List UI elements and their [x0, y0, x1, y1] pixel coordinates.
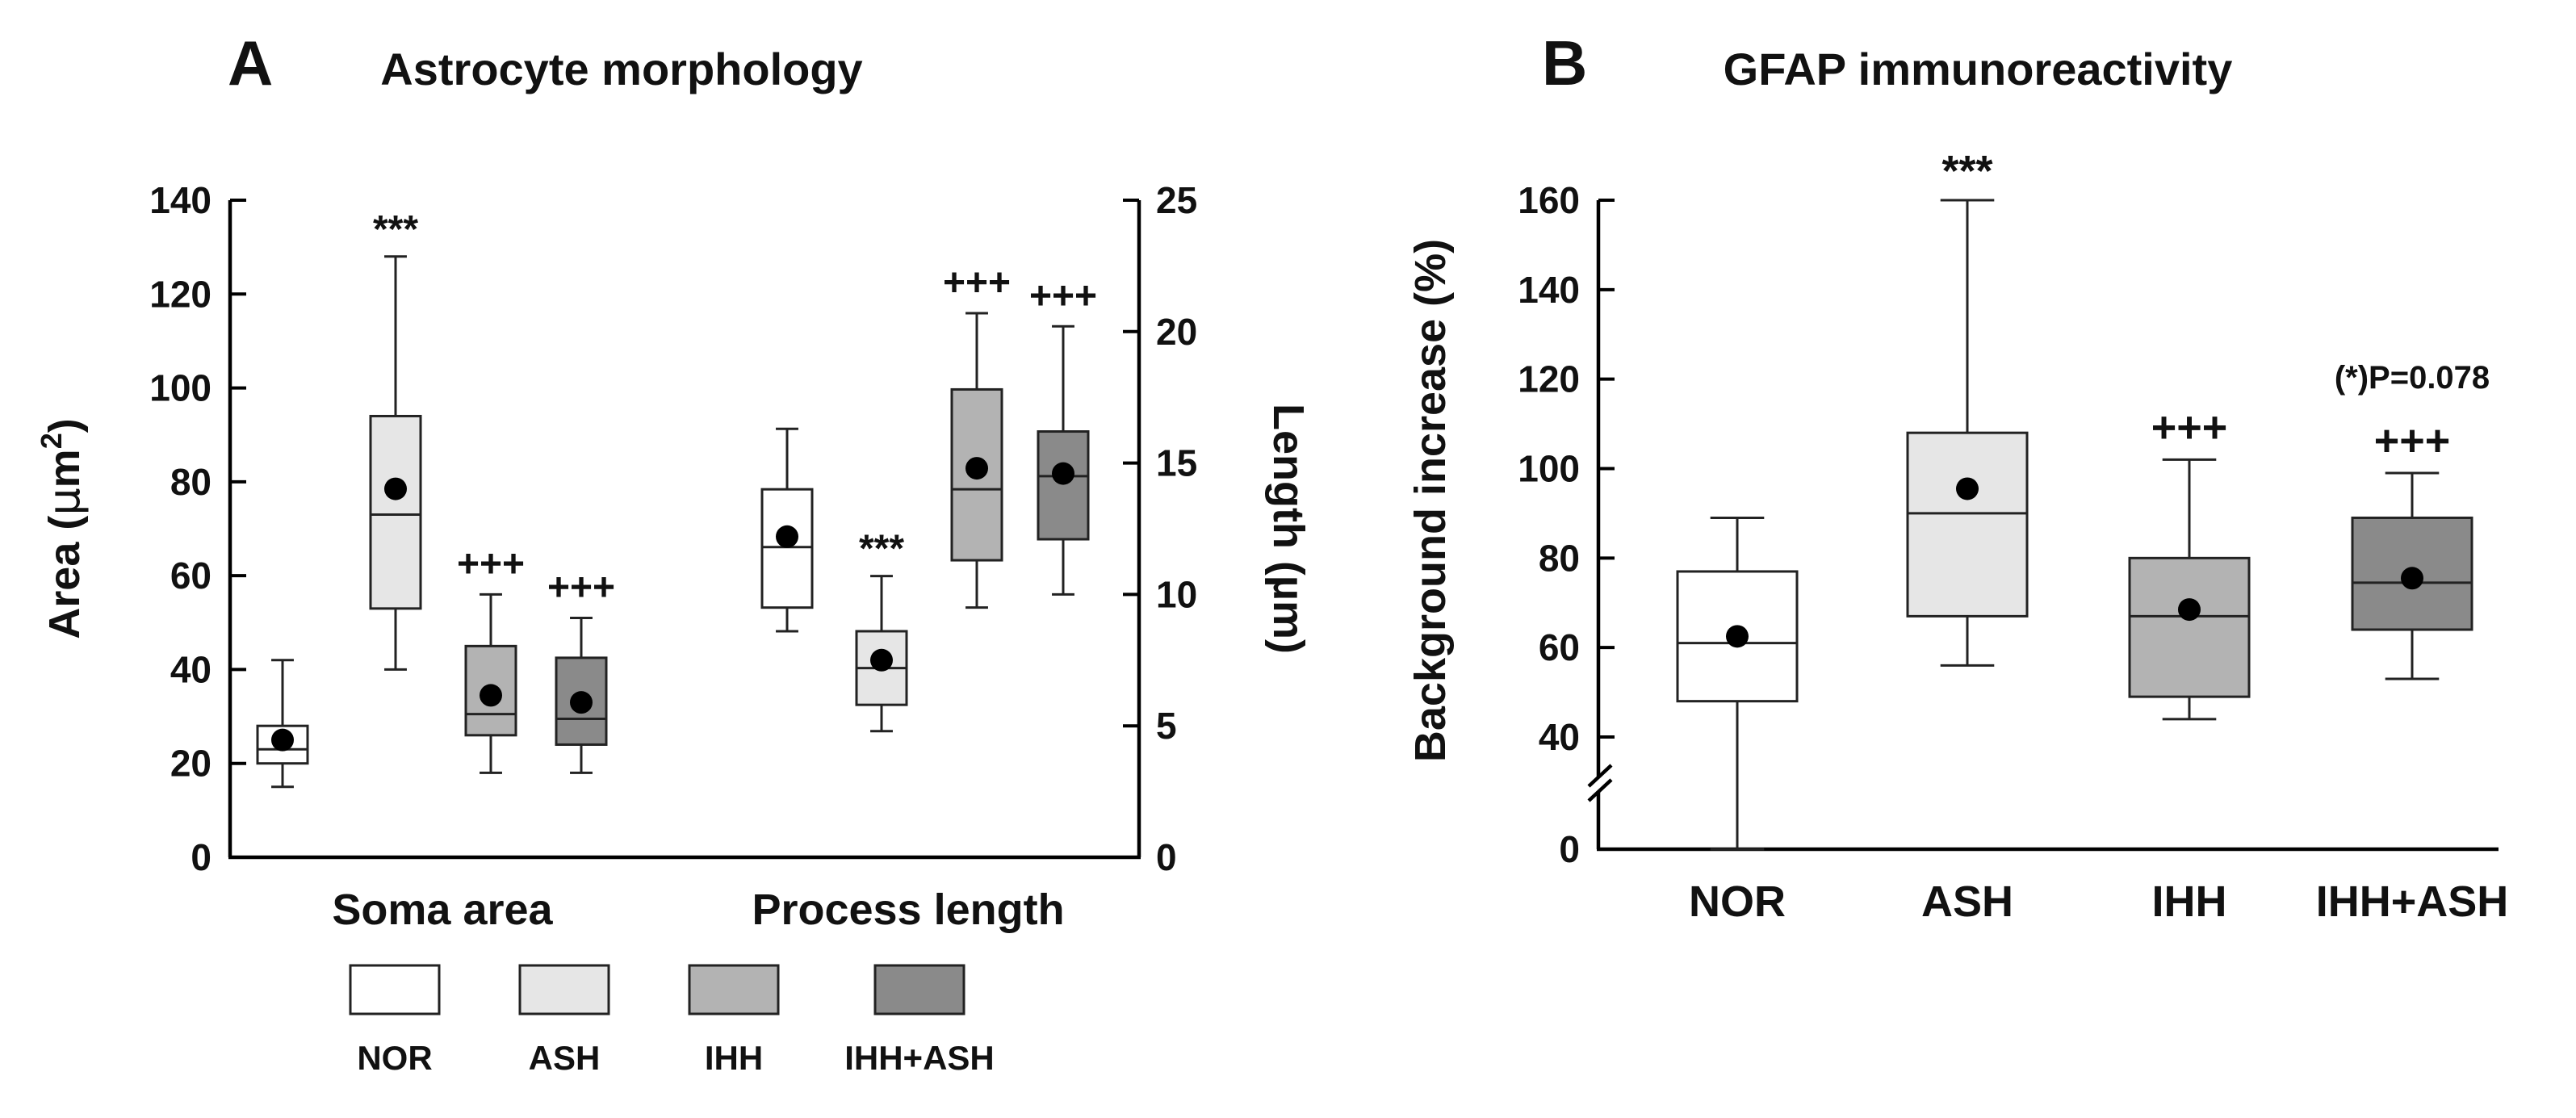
panel-b-tick-label: 100 — [1518, 448, 1580, 490]
panel-a-y2label: Length (µm) — [1264, 404, 1313, 654]
panel-a-left-tick-label: 120 — [149, 273, 212, 315]
panel-b-x-label-ihh: IHH — [2152, 877, 2227, 926]
panel-b-x-label-nor: NOR — [1689, 877, 1786, 926]
panel-a-somaarea-nor-iqr — [256, 724, 309, 765]
legend-swatch-ihh — [688, 964, 780, 1015]
group-label-process-length: Process length — [752, 886, 1064, 934]
panel-a-somaarea-ash-iqr — [369, 414, 422, 610]
legend-label-ash: ASH — [529, 1039, 601, 1077]
panel-a-left-tick-label: 40 — [170, 648, 212, 690]
panel-b-tick-label: 60 — [1539, 626, 1580, 668]
panel-b-tick-label: 40 — [1539, 716, 1580, 758]
legend-swatch-nor — [349, 964, 441, 1015]
panel-a-processlength-ash-mean-point — [870, 648, 893, 672]
panel-b-tick-label: 120 — [1518, 358, 1580, 400]
panel-a-left-tick-label: 140 — [149, 179, 212, 221]
panel-a-somaarea-ihh-significance: +++ — [457, 542, 525, 585]
panel-a-somaarea-ash-significance: *** — [373, 208, 418, 251]
panel-a-somaarea-ihh-ash-box: +++ — [547, 566, 615, 774]
legend-label-ihh: IHH — [705, 1039, 763, 1077]
panel-a-ylabel-end: ) — [40, 418, 89, 433]
panel-b: B GFAP immunoreactivity 0 40 60 80 100 120 140… — [1406, 27, 2508, 926]
panel-a-right-tick-label: 15 — [1156, 442, 1197, 484]
panel-a-right-tick-label: 0 — [1156, 836, 1177, 878]
panel-b-ash-mean-point — [1956, 477, 1979, 500]
panel-a-somaarea-ihh-ash-mean-point — [570, 691, 593, 714]
panel-b-tick-label: 160 — [1518, 179, 1580, 221]
panel-b-ihh-ash-p-value-note: (*)P=0.078 — [2335, 360, 2490, 396]
panel-a-somaarea-nor-mean-point — [271, 728, 294, 752]
panel-b-nor-mean-point — [1726, 625, 1749, 648]
panel-a-left-tick-label: 0 — [191, 836, 212, 878]
panel-b-tick-label: 140 — [1518, 269, 1580, 311]
panel-a-processlength-ihh-ash-mean-point — [1052, 462, 1074, 485]
panel-a: A Astrocyte morphology 02040608010012014… — [35, 27, 1313, 1077]
panel-a-somaarea-ash-box: *** — [369, 208, 422, 671]
panel-b-axis-break-mark-1 — [1587, 764, 1613, 788]
panel-a-ylabel: Area (µm2) — [35, 418, 90, 639]
panel-a-processlength-ihh-box: +++ — [943, 262, 1011, 609]
panel-b-ihh-box: +++ — [2128, 403, 2251, 721]
panel-a-somaarea-ash-mean-point — [384, 477, 407, 500]
legend-swatch-ash — [518, 964, 610, 1015]
panel-a-processlength-ash-significance: *** — [859, 528, 904, 571]
panel-b-ihh-ash-mean-point — [2401, 567, 2423, 590]
panel-a-somaarea-nor-box — [256, 659, 309, 789]
panel-a-ylabel-m: m — [40, 449, 89, 488]
panel-b-ihh-significance: +++ — [2151, 403, 2228, 451]
panel-a-processlength-nor-mean-point — [776, 525, 798, 548]
panel-a-right-tick-label: 10 — [1156, 573, 1197, 615]
panel-b-ylabel: Background increase (%) — [1406, 239, 1455, 762]
panel-a-processlength-ihh-ash-significance: +++ — [1029, 274, 1097, 317]
panel-b-x-label-ihh-ash: IHH+ASH — [2316, 877, 2509, 926]
panel-a-title: Astrocyte morphology — [380, 44, 862, 94]
panel-a-somaarea-ihh-mean-point — [480, 684, 502, 707]
group-label-soma-area: Soma area — [332, 886, 553, 934]
panel-a-ylabel-mu: µ — [39, 488, 90, 515]
panel-a-somaarea-ihh-ash-significance: +++ — [547, 566, 615, 609]
panel-a-ylabel-start: Area ( — [40, 516, 89, 639]
panel-a-processlength-ihh-mean-point — [965, 457, 988, 480]
panel-b-axis-break-mark-2 — [1587, 778, 1613, 802]
panel-a-processlength-nor-box — [760, 427, 814, 633]
panel-a-right-tick-label: 5 — [1156, 705, 1177, 747]
panel-a-left-tick-label: 60 — [170, 555, 212, 597]
panel-b-ihh-mean-point — [2178, 598, 2201, 622]
legend-label-ihh-ash: IHH+ASH — [844, 1039, 995, 1077]
panel-a-processlength-nor-iqr — [760, 488, 814, 609]
panel-b-ihh-iqr — [2128, 556, 2251, 698]
panel-a-left-tick-label: 100 — [149, 367, 212, 409]
panel-b-ihh-ash-significance: +++ — [2374, 417, 2451, 465]
panel-b-nor-box — [1676, 516, 1799, 851]
legend: NOR ASH IHH IHH+ASH — [349, 964, 995, 1077]
panel-a-processlength-ihh-significance: +++ — [943, 262, 1011, 304]
panel-b-ash-iqr — [1906, 431, 2029, 618]
panel-a-left-tick-label: 80 — [170, 461, 212, 503]
panel-a-letter: A — [228, 27, 273, 98]
panel-b-letter: B — [1542, 27, 1587, 98]
panel-b-ash-significance: *** — [1941, 147, 1992, 195]
panel-b-ihh-ash-box: +++ (*)P=0.078 — [2335, 360, 2490, 680]
panel-a-processlength-ash-box: *** — [855, 528, 908, 733]
panel-b-title: GFAP immunoreactivity — [1724, 44, 2233, 94]
panel-a-ylabel-sup: 2 — [35, 433, 68, 449]
panel-a-processlength-ihh-ash-box: +++ — [1029, 274, 1097, 596]
panel-b-tick-label: 80 — [1539, 537, 1580, 579]
legend-swatch-ihh-ash — [873, 964, 965, 1015]
panel-b-x-label-ash: ASH — [1921, 877, 2013, 926]
panel-a-left-tick-label: 20 — [170, 743, 212, 785]
panel-a-processlength-ihh-ash-iqr — [1037, 430, 1090, 541]
panel-a-somaarea-ihh-box: +++ — [457, 542, 525, 774]
panel-a-right-tick-label: 20 — [1156, 311, 1197, 353]
panel-b-ash-box: *** — [1906, 147, 2029, 667]
panel-b-tick-label: 0 — [1559, 828, 1580, 870]
legend-label-nor: NOR — [357, 1039, 432, 1077]
panel-a-right-tick-label: 25 — [1156, 179, 1197, 221]
